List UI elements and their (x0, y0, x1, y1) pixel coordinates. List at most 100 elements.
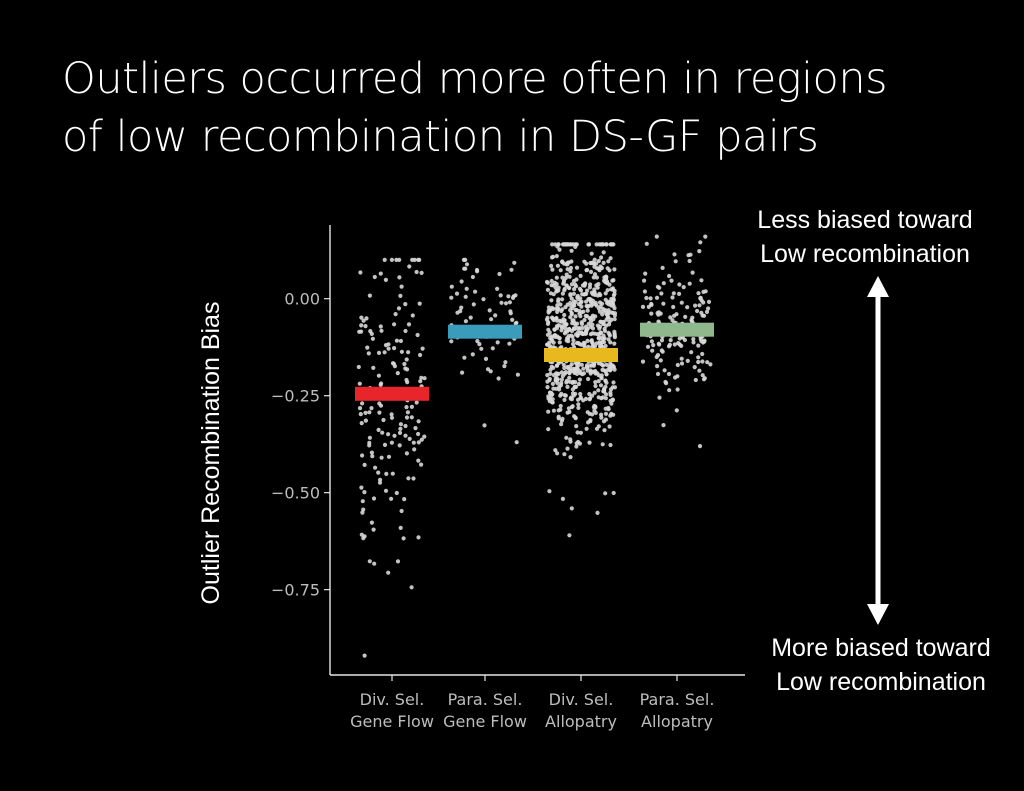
data-point (645, 344, 651, 349)
data-point (591, 405, 597, 410)
data-point (362, 653, 367, 658)
data-point (510, 317, 515, 322)
data-point (666, 344, 672, 349)
data-point (592, 264, 597, 269)
data-point (585, 288, 590, 293)
data-point (566, 334, 571, 339)
y-axis-label: Outlier Recombination Bias (197, 302, 225, 605)
data-point (512, 260, 517, 265)
data-point (609, 296, 614, 302)
data-point (399, 284, 404, 289)
data-point (605, 288, 610, 293)
data-point (462, 266, 467, 271)
data-point (610, 385, 615, 390)
data-point (568, 437, 573, 442)
data-point (383, 343, 389, 348)
data-point (549, 263, 554, 268)
data-point (569, 296, 574, 301)
data-point (603, 343, 608, 349)
data-point (395, 371, 400, 376)
data-point (363, 418, 368, 423)
data-point (549, 334, 554, 339)
data-point (674, 408, 679, 413)
data-point (681, 285, 686, 290)
data-point (377, 480, 383, 485)
data-point (583, 313, 588, 319)
data-point (587, 440, 592, 445)
data-point (651, 343, 656, 348)
data-point (422, 434, 427, 439)
x-tick-label: Div. Sel. (549, 690, 614, 709)
data-point (666, 371, 672, 377)
data-point (559, 422, 564, 427)
data-point (397, 275, 402, 280)
data-point (667, 388, 672, 393)
x-tick-label: Gene Flow (443, 712, 527, 731)
data-point (475, 339, 480, 344)
data-point (584, 327, 589, 332)
data-point (369, 520, 374, 525)
data-point (659, 338, 665, 343)
data-point (554, 371, 559, 376)
data-point (554, 254, 559, 259)
data-point (683, 314, 688, 319)
data-point (686, 253, 691, 258)
data-point (609, 287, 614, 292)
data-point (557, 247, 562, 252)
annotation-more-biased: More biased toward Low recombination (745, 631, 1017, 699)
data-point (696, 343, 701, 348)
data-point (591, 275, 596, 280)
data-point (398, 293, 403, 298)
data-point (399, 508, 404, 514)
data-point (413, 426, 418, 431)
data-point (657, 342, 662, 347)
data-point (576, 302, 582, 307)
data-point (590, 260, 595, 265)
data-point (572, 326, 577, 331)
data-point (483, 356, 489, 361)
data-point (677, 291, 682, 296)
data-point (409, 585, 414, 590)
data-point (650, 348, 655, 353)
data-point (569, 248, 574, 253)
data-point (595, 510, 600, 515)
data-point (403, 433, 408, 438)
data-point (570, 321, 575, 326)
data-point (671, 304, 676, 310)
data-point (555, 303, 560, 308)
data-point (404, 415, 410, 420)
data-point (573, 314, 578, 319)
data-point (594, 261, 599, 266)
data-point (461, 257, 466, 262)
data-point (704, 309, 710, 314)
data-point (496, 376, 501, 381)
data-point (362, 462, 367, 467)
data-point (575, 333, 580, 338)
data-point (389, 440, 394, 445)
mean-bar (640, 322, 714, 337)
data-point (585, 338, 590, 343)
data-point (371, 496, 377, 501)
data-point (416, 419, 421, 424)
data-point (605, 266, 610, 271)
data-point (643, 271, 648, 276)
data-point (577, 311, 582, 316)
data-point (551, 340, 556, 345)
data-point (417, 257, 422, 262)
data-point (497, 271, 502, 277)
data-point (383, 488, 389, 493)
data-point (599, 396, 604, 401)
data-point (692, 365, 697, 370)
data-point (574, 384, 579, 389)
data-point (389, 257, 394, 262)
data-point (377, 401, 382, 406)
data-point (449, 295, 454, 300)
data-point (371, 365, 376, 370)
data-point (468, 315, 473, 320)
data-point (366, 351, 371, 356)
data-point (564, 435, 569, 440)
data-point (564, 378, 570, 383)
data-point (642, 278, 647, 283)
data-point (470, 274, 475, 280)
data-point (406, 322, 412, 327)
